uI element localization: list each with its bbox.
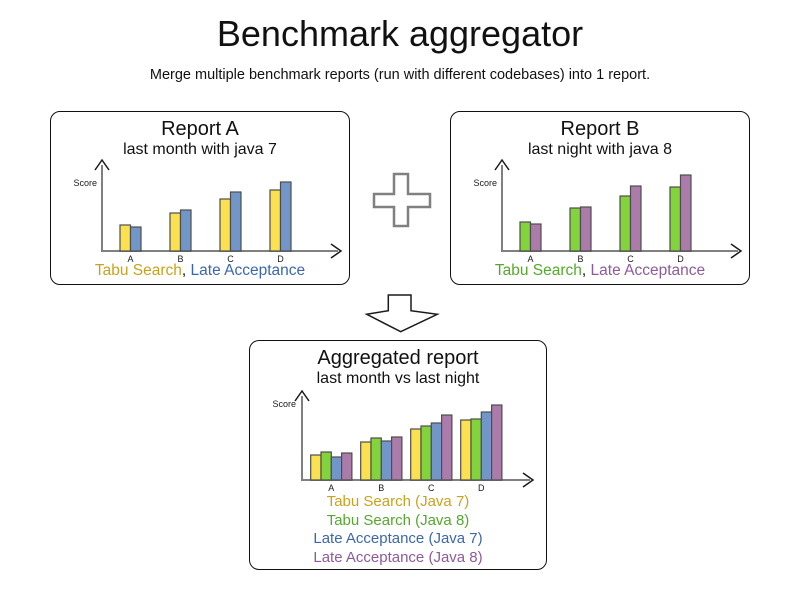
legend-tabu-search-java8: Tabu Search (Java 8) (326, 511, 470, 529)
report-b-chart: Score A B C D (473, 158, 743, 264)
report-b-legend: Tabu Search, Late Acceptance (451, 261, 749, 281)
svg-text:B: B (378, 483, 384, 493)
page-title: Benchmark aggregator (216, 13, 584, 54)
aggregated-report-panel: Aggregated report last month vs last nig… (249, 340, 547, 570)
report-a-subtitle: last month with java 7 (123, 141, 277, 158)
svg-text:D: D (277, 254, 284, 264)
report-b-title: Report B (560, 118, 640, 140)
legend-late-acceptance-java8: Late Acceptance (Java 8) (313, 548, 483, 566)
svg-text:A: A (328, 483, 334, 493)
legend-tabu-search-java7: Tabu Search (Java 7) (326, 493, 470, 510)
svg-text:Score: Score (473, 178, 497, 188)
svg-text:C: C (627, 254, 634, 264)
svg-text:A: A (527, 254, 533, 264)
merge-arrow-icon (364, 294, 440, 333)
svg-text:B: B (577, 254, 583, 264)
svg-text:C: C (428, 483, 435, 493)
svg-text:Score: Score (272, 399, 296, 409)
legend-tabu-search-java7: Tabu Search (94, 262, 182, 279)
report-a-legend: Tabu Search, Late Acceptance (51, 261, 349, 281)
legend-tabu-search-java8: Tabu Search (494, 262, 582, 279)
legend-separator: , (581, 262, 591, 279)
svg-text:D: D (677, 254, 684, 264)
legend-late-acceptance-java7: Late Acceptance (190, 262, 306, 279)
report-a-title: Report A (161, 118, 239, 140)
svg-text:D: D (478, 483, 485, 493)
legend-late-acceptance-java8: Late Acceptance (590, 262, 706, 279)
aggregated-chart: Score A B C D (272, 389, 535, 493)
report-a-chart: Score A B C D (73, 158, 343, 264)
svg-text:A: A (127, 254, 133, 264)
report-b-subtitle: last night with java 8 (527, 141, 673, 158)
aggregated-subtitle: last month vs last night (316, 370, 480, 387)
svg-text:Score: Score (73, 178, 97, 188)
report-a-panel: Report A last month with java 7 Score A B C… (50, 111, 350, 285)
svg-text:C: C (227, 254, 234, 264)
aggregated-title: Aggregated report (317, 347, 479, 369)
aggregated-legend: Tabu Search (Java 7) Tabu Search (Java 8… (250, 493, 546, 567)
legend-late-acceptance-java7: Late Acceptance (Java 7) (313, 530, 483, 547)
svg-text:B: B (177, 254, 183, 264)
legend-separator: , (181, 262, 191, 279)
page-subtitle: Merge multiple benchmark reports (run wi… (149, 67, 651, 83)
plus-icon (372, 172, 432, 228)
report-b-panel: Report B last night with java 8 Score A B C… (450, 111, 750, 285)
